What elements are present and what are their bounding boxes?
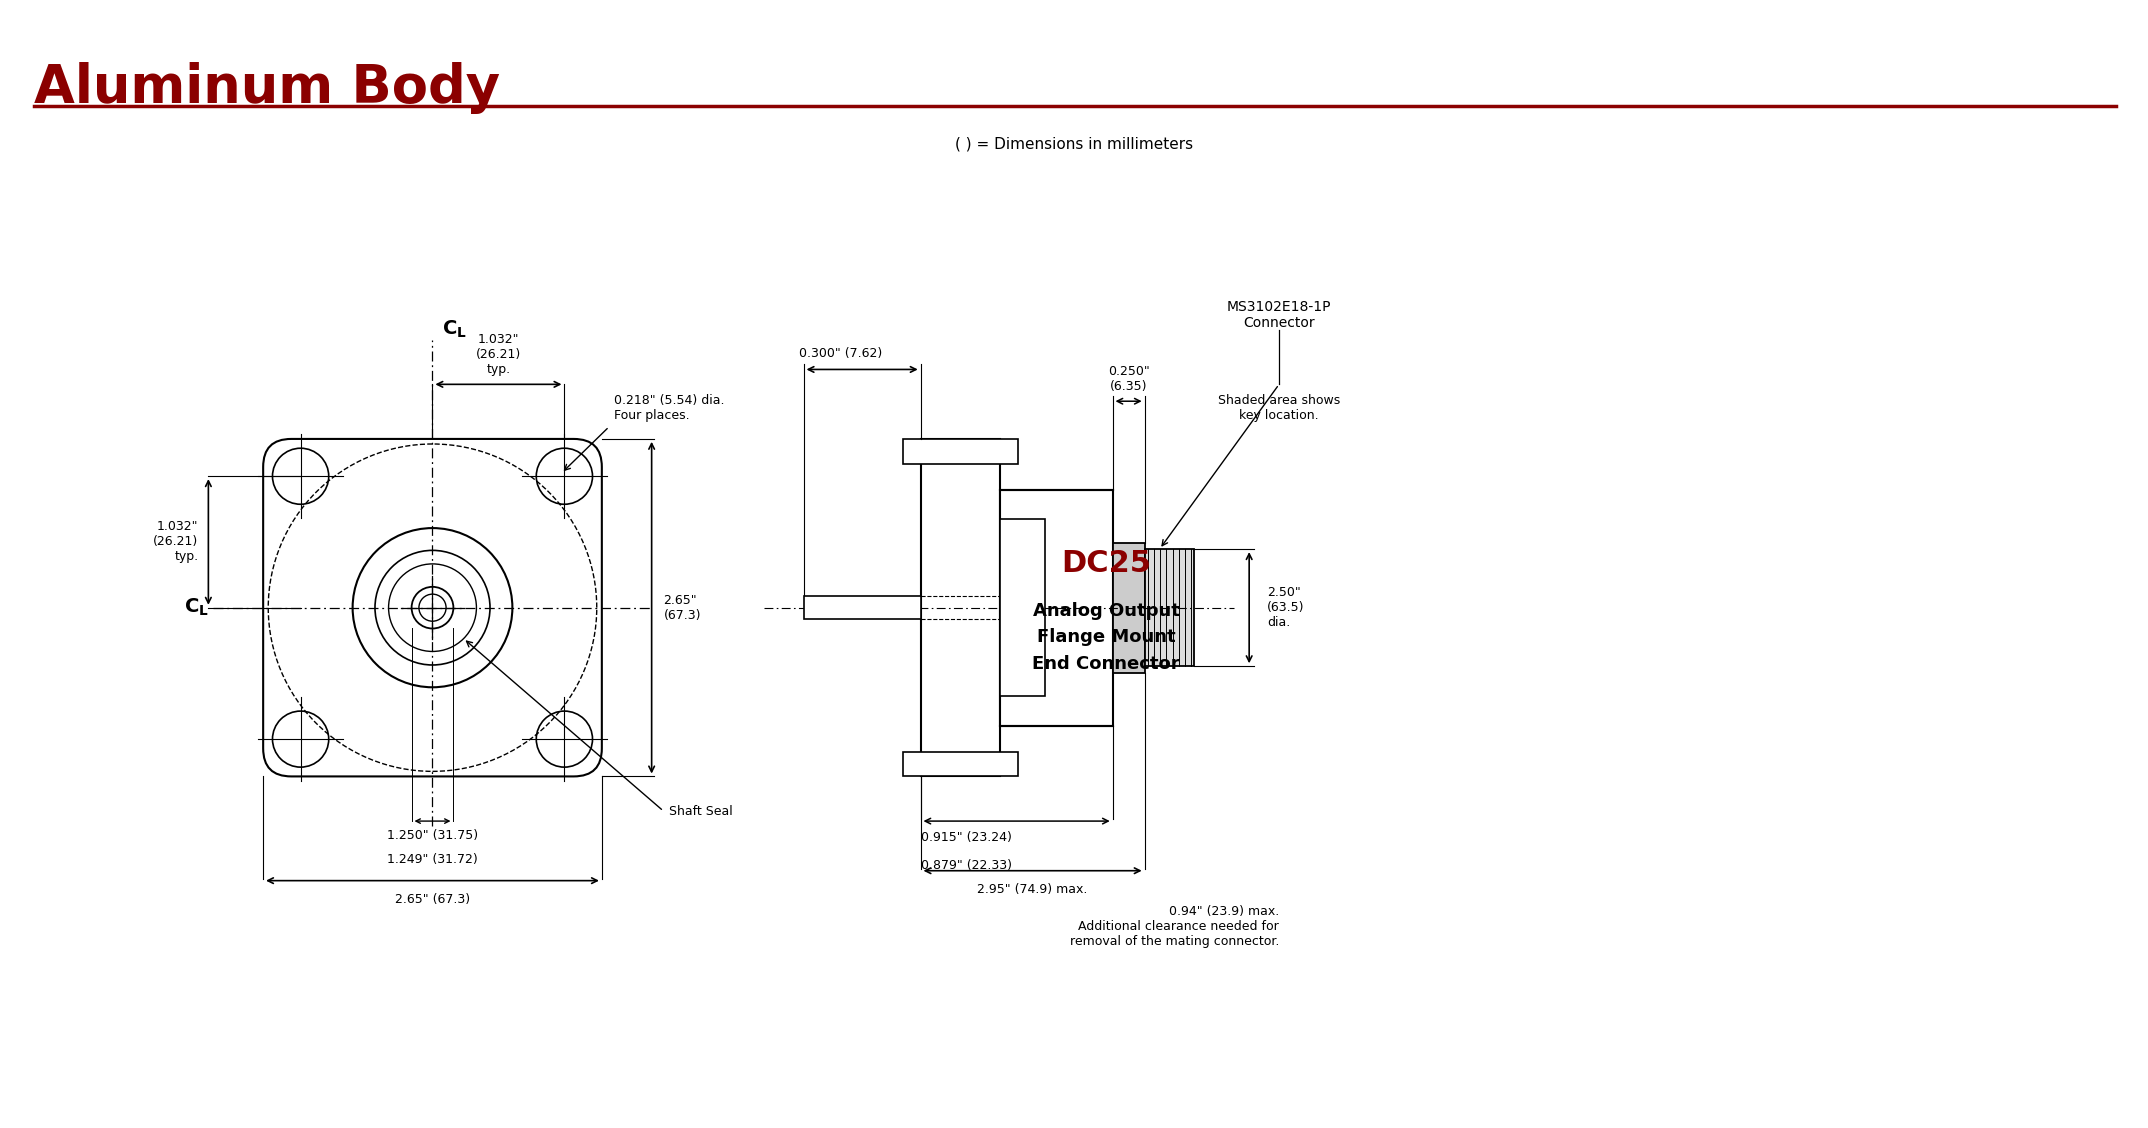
- Text: 0.879" (22.33): 0.879" (22.33): [921, 858, 1012, 872]
- Text: 1.249" (31.72): 1.249" (31.72): [387, 853, 477, 866]
- Text: 1.032"
(26.21)
typ.: 1.032" (26.21) typ.: [477, 334, 522, 377]
- Text: DC25: DC25: [1061, 548, 1151, 578]
- Bar: [803, 597, 921, 619]
- Bar: [1113, 543, 1145, 672]
- Text: 0.218" (5.54) dia.
Four places.: 0.218" (5.54) dia. Four places.: [614, 394, 724, 422]
- Text: 0.94" (23.9) max.
Additional clearance needed for
removal of the mating connecto: 0.94" (23.9) max. Additional clearance n…: [1070, 906, 1278, 949]
- Text: Analog Output
Flange Mount
End Connector: Analog Output Flange Mount End Connector: [1033, 602, 1179, 673]
- Text: $\bf{C}$$\bf{_L}$: $\bf{C}$$\bf{_L}$: [442, 319, 468, 341]
- Text: 1.032"
(26.21)
typ.: 1.032" (26.21) typ.: [153, 520, 198, 564]
- Text: 2.95" (74.9) max.: 2.95" (74.9) max.: [977, 882, 1087, 896]
- Bar: [902, 751, 1018, 776]
- Text: 2.50"
(63.5)
dia.: 2.50" (63.5) dia.: [1267, 587, 1304, 629]
- Text: 0.300" (7.62): 0.300" (7.62): [799, 346, 883, 360]
- Text: Aluminum Body: Aluminum Body: [34, 62, 500, 114]
- Bar: [1001, 490, 1113, 725]
- Text: 0.915" (23.24): 0.915" (23.24): [921, 831, 1012, 844]
- FancyBboxPatch shape: [264, 439, 601, 776]
- Text: Shaded area shows
key location.: Shaded area shows key location.: [1218, 395, 1340, 422]
- Text: $\bf{C}$$\bf{_L}$: $\bf{C}$$\bf{_L}$: [183, 597, 208, 618]
- Text: ( ) = Dimensions in millimeters: ( ) = Dimensions in millimeters: [956, 136, 1192, 151]
- Bar: [921, 439, 1001, 776]
- Text: MS3102E18-1P
Connector: MS3102E18-1P Connector: [1227, 300, 1332, 329]
- Text: Shaft Seal: Shaft Seal: [668, 804, 732, 818]
- Bar: [1001, 519, 1046, 696]
- Text: 1.250" (31.75): 1.250" (31.75): [387, 829, 479, 841]
- Text: 0.250"
(6.35): 0.250" (6.35): [1108, 365, 1149, 394]
- Text: 2.65"
(67.3): 2.65" (67.3): [664, 593, 700, 622]
- Text: 2.65" (67.3): 2.65" (67.3): [395, 892, 470, 906]
- Bar: [902, 439, 1018, 464]
- Bar: [1145, 549, 1194, 667]
